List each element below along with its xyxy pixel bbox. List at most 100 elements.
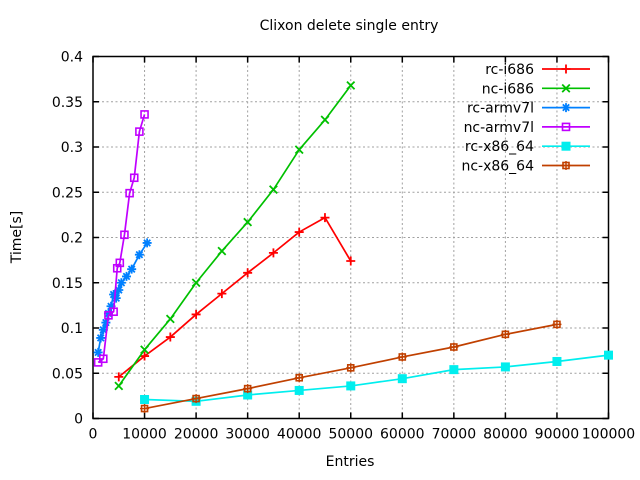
series-rc-i686 <box>114 213 356 382</box>
data-point-marker <box>117 278 126 287</box>
x-tick-label: 30000 <box>225 427 270 443</box>
data-point-marker <box>346 256 356 266</box>
data-point-marker <box>346 363 356 373</box>
series-nc-x86_64 <box>140 319 562 414</box>
axis-labels: Clixon delete single entry Entries Time[… <box>9 18 438 470</box>
data-point-marker <box>294 373 304 383</box>
data-point-marker <box>191 278 201 288</box>
data-point-marker <box>449 365 459 375</box>
data-point-marker <box>114 372 124 382</box>
data-point-marker <box>604 350 613 360</box>
data-point-marker <box>561 64 571 74</box>
data-point-marker <box>140 394 150 404</box>
data-point-marker <box>243 268 253 278</box>
data-point-marker <box>125 188 134 198</box>
series-nc-i686 <box>114 81 356 391</box>
y-tick-label: 0.25 <box>52 185 83 201</box>
data-point-marker <box>294 385 304 395</box>
x-tick-label: 20000 <box>174 427 219 443</box>
legend-row: rc-i686 <box>485 62 590 78</box>
data-point-marker <box>217 246 227 256</box>
data-point-marker <box>320 115 330 125</box>
legend-label: rc-armv7l <box>467 101 534 117</box>
x-tick-label: 60000 <box>380 427 425 443</box>
data-point-marker <box>449 342 459 352</box>
series-line <box>118 216 352 378</box>
data-point-marker <box>243 384 253 394</box>
data-point-marker <box>397 352 407 362</box>
data-point-marker <box>268 248 278 258</box>
data-point-marker <box>217 289 227 299</box>
data-point-marker <box>112 263 122 273</box>
x-tick-label: 50000 <box>328 427 373 443</box>
y-tick-label: 0.4 <box>61 50 83 66</box>
data-point-marker <box>120 230 129 240</box>
y-tick-label: 0.2 <box>61 231 83 247</box>
data-point-marker <box>243 217 253 227</box>
axis-ticks: 0 10000 20000 30000 40000 50000 60000 70000 8000… <box>52 50 635 443</box>
plot-border <box>92 55 610 420</box>
data-point-marker <box>294 145 304 155</box>
legend-label: nc-x86_64 <box>461 159 534 175</box>
legend-row: nc-armv7l <box>464 120 590 136</box>
y-tick-label: 0.35 <box>52 95 83 111</box>
x-tick-label: 70000 <box>432 427 477 443</box>
legend-row: rc-armv7l <box>467 101 590 117</box>
data-point-marker <box>268 185 278 194</box>
x-tick-label: 40000 <box>277 427 322 443</box>
data-point-marker <box>96 334 105 342</box>
data-point-marker <box>552 356 562 366</box>
data-point-marker <box>140 404 150 414</box>
y-tick-label: 0.15 <box>52 276 83 292</box>
legend-label: nc-i686 <box>482 81 534 97</box>
x-tick-label: 90000 <box>535 427 580 443</box>
data-point-marker <box>99 354 108 364</box>
data-point-marker <box>191 309 201 319</box>
data-point-marker <box>114 381 124 391</box>
chart-title: Clixon delete single entry <box>260 18 439 34</box>
data-point-marker <box>140 351 150 361</box>
data-point-marker <box>140 345 149 355</box>
y-tick-label: 0.05 <box>52 366 83 382</box>
data-point-marker <box>191 394 201 404</box>
data-point-marker <box>135 250 144 259</box>
legend-row: nc-x86_64 <box>461 159 590 175</box>
series-nc-armv7l <box>93 110 149 367</box>
x-tick-label: 100000 <box>582 427 635 443</box>
data-point-marker <box>135 127 144 136</box>
data-point-marker <box>115 258 125 268</box>
data-point-marker <box>294 227 304 237</box>
data-point-marker <box>243 390 253 400</box>
data-point-marker <box>561 141 571 151</box>
data-point-marker <box>561 83 571 93</box>
data-point-marker <box>346 381 356 391</box>
series-line <box>97 114 146 364</box>
data-point-marker <box>346 81 356 90</box>
y-tick-label: 0.1 <box>61 321 83 337</box>
y-tick-label: 0 <box>74 412 83 428</box>
data-point-marker <box>320 213 330 223</box>
legend-row: nc-i686 <box>482 81 590 97</box>
series-rc-armv7l <box>93 238 152 357</box>
data-point-marker <box>500 362 510 372</box>
x-tick-label: 80000 <box>483 427 528 443</box>
data-point-marker <box>165 332 175 342</box>
series-line <box>144 354 609 403</box>
legend-label: rc-x86_64 <box>465 139 534 155</box>
plot-frame <box>92 55 610 420</box>
data-point-marker <box>129 173 139 183</box>
data-point-marker <box>140 110 149 119</box>
data-point-marker <box>109 307 118 317</box>
series-line <box>118 84 352 387</box>
data-point-marker <box>562 103 570 112</box>
x-tick-label: 0 <box>89 427 98 443</box>
data-point-marker <box>127 265 136 274</box>
data-point-marker <box>99 325 108 334</box>
data-point-marker <box>114 286 123 294</box>
data-point-marker <box>561 161 571 170</box>
data-point-marker <box>397 374 407 384</box>
x-tick-label: 10000 <box>122 427 167 443</box>
legend-label: nc-armv7l <box>464 120 534 136</box>
